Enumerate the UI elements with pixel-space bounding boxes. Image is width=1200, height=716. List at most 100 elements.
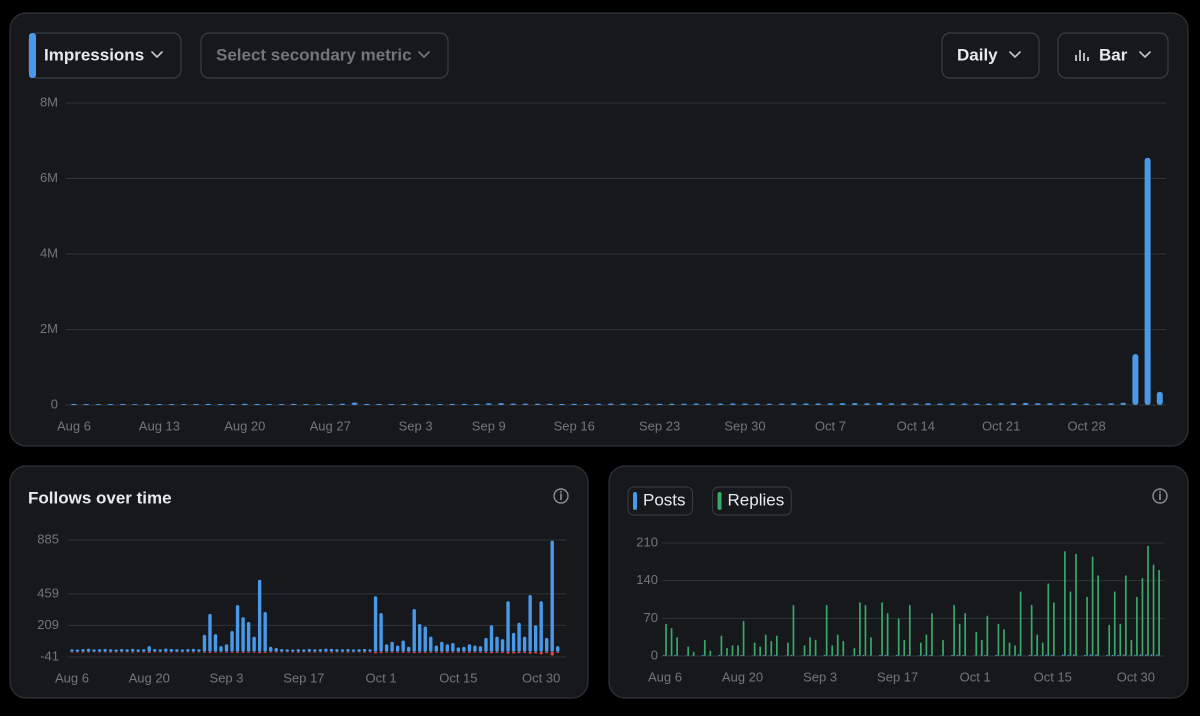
primary-metric-button[interactable]: Impressions (28, 32, 182, 79)
bar (842, 640, 845, 656)
bar (928, 654, 931, 656)
bar (958, 623, 961, 656)
x-tick-label: Sep 30 (724, 418, 765, 433)
bar (81, 649, 85, 652)
secondary-metric-button[interactable]: Select secondary metric (200, 32, 449, 79)
bar (801, 655, 804, 656)
info-icon[interactable] (553, 488, 569, 504)
bar (219, 651, 223, 653)
y-tick-label: 4M (40, 245, 58, 260)
bar (423, 626, 427, 652)
interval-button[interactable]: Daily (941, 32, 1040, 79)
bar (1150, 654, 1153, 656)
legend-item[interactable]: Replies (712, 486, 792, 516)
bar (742, 621, 745, 656)
bar (644, 403, 651, 405)
legend-item[interactable]: Posts (627, 486, 694, 516)
posts-panel (608, 465, 1189, 699)
bar (489, 651, 494, 654)
bar (964, 612, 967, 656)
x-tick-label: Aug 6 (55, 670, 89, 685)
bar (500, 651, 505, 653)
bar (556, 646, 560, 652)
chevron (1139, 51, 1151, 58)
bar (424, 403, 431, 405)
bar (1119, 623, 1122, 656)
bar (500, 639, 505, 652)
bar (787, 642, 789, 656)
bar (175, 651, 179, 653)
chevron (1009, 51, 1021, 58)
bar (778, 403, 785, 405)
bar (164, 648, 168, 652)
x-tick-label: Sep 16 (554, 418, 595, 433)
bar (825, 604, 828, 656)
bar (1084, 654, 1086, 656)
x-tick-label: Sep 23 (639, 418, 680, 433)
bar (97, 651, 102, 653)
chevron (151, 51, 163, 58)
bar (449, 403, 456, 405)
bar (770, 640, 773, 656)
chart-style-button[interactable]: Bar (1057, 32, 1169, 79)
bar (1059, 403, 1066, 405)
bar (136, 649, 140, 652)
bar (1158, 569, 1160, 656)
info-circle (1152, 488, 1168, 504)
bar (506, 601, 510, 652)
bar (241, 617, 245, 652)
bar (489, 625, 494, 652)
bar (318, 649, 323, 652)
bar (257, 651, 262, 654)
bar (876, 402, 883, 405)
bar (1132, 354, 1139, 405)
bar (119, 651, 124, 653)
bar (856, 654, 859, 656)
bar (119, 649, 124, 652)
bar (1003, 629, 1005, 656)
bar (864, 604, 867, 656)
legend-frame (627, 486, 694, 516)
bar (937, 403, 944, 405)
bar (956, 654, 959, 656)
bar (467, 651, 472, 653)
bar (986, 615, 989, 656)
bar (1075, 553, 1077, 656)
info-icon[interactable] (1152, 488, 1168, 504)
bar (130, 651, 135, 653)
bar (1122, 654, 1125, 656)
bar (412, 403, 419, 405)
x-tick-label: Sep 3 (399, 418, 433, 433)
bar (775, 635, 778, 656)
bar (329, 651, 334, 653)
bar (340, 649, 345, 652)
x-tick-label: Oct 1 (366, 670, 397, 685)
button-frame (1057, 32, 1169, 79)
y-tick-label: 0 (651, 647, 658, 662)
bar (973, 655, 976, 656)
bar (862, 654, 865, 656)
x-tick-label: Oct 21 (982, 418, 1020, 433)
bar (412, 651, 416, 654)
bar (522, 403, 529, 405)
bar (1017, 654, 1020, 656)
bar (908, 604, 911, 656)
bar (156, 403, 163, 405)
bar (1111, 654, 1114, 656)
bar (285, 649, 289, 652)
bar (864, 403, 870, 405)
bar (241, 651, 245, 653)
bar (803, 645, 806, 656)
bar (790, 403, 797, 405)
bar (1010, 403, 1017, 405)
bar (768, 655, 771, 656)
bar (346, 651, 350, 653)
bar (164, 651, 168, 653)
bar (868, 655, 870, 656)
bar (254, 403, 260, 405)
bar (241, 403, 248, 405)
bar (384, 651, 389, 653)
bar (1071, 403, 1078, 405)
bar (1006, 655, 1009, 656)
bar (70, 649, 74, 652)
